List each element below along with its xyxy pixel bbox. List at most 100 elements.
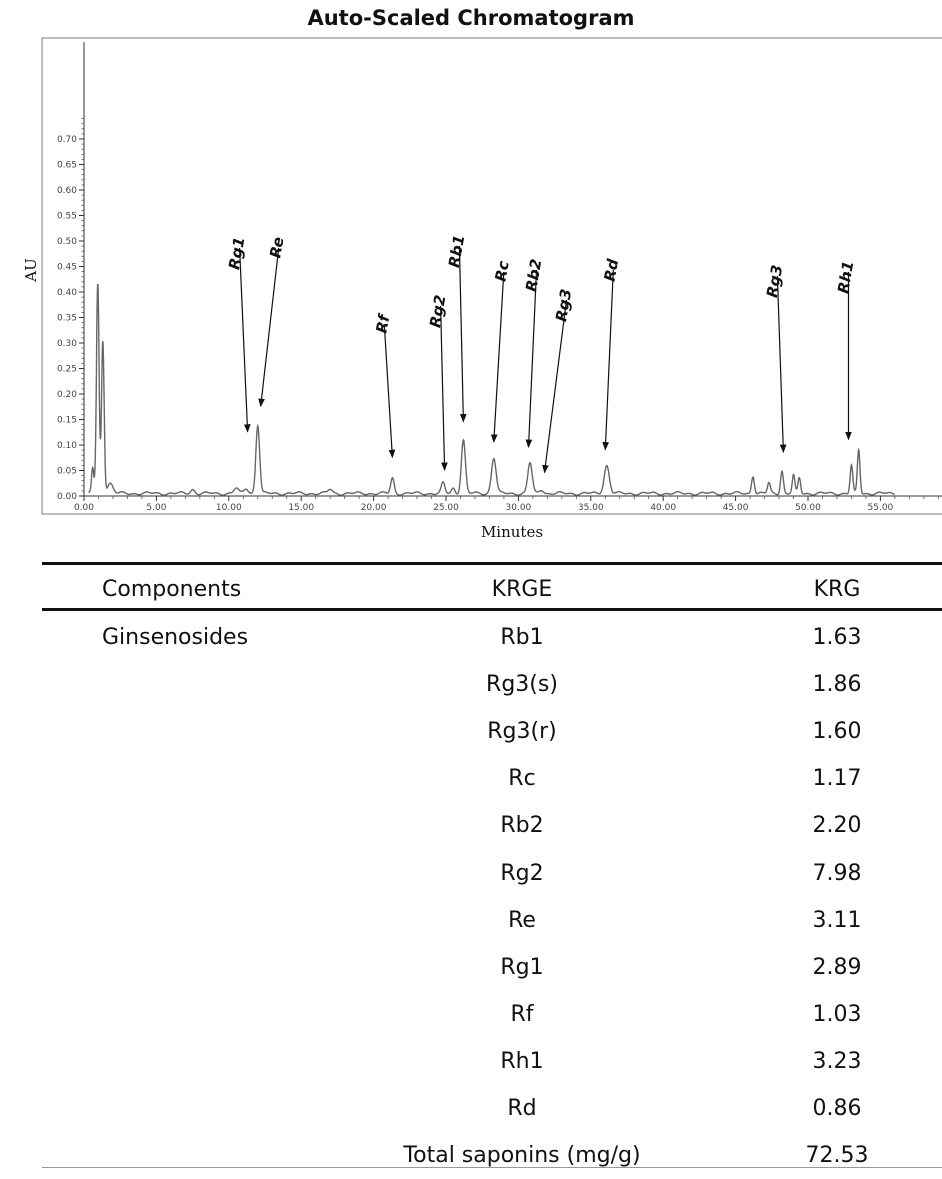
table-cell-krg: 72.53 (805, 1143, 869, 1169)
table-cell-krg: 0.86 (812, 1096, 862, 1121)
y-tick-label: 0.05 (57, 467, 77, 477)
peak-label: Rg1 (225, 236, 248, 271)
peak-arrow (440, 305, 448, 471)
chromatogram-chart: 0.00 0.05 0.10 0.15 0.20 0.25 0.30 0.35 0.40 0.45… (22, 37, 942, 541)
table-cell-krge: Total saponins (mg/g) (403, 1143, 641, 1169)
x-tick-label: 40.00 (650, 503, 676, 513)
peak-arrow (239, 247, 251, 433)
peak-arrow (383, 325, 396, 459)
peak-label: Rg3 (552, 288, 575, 323)
peak-arrow (490, 271, 505, 443)
x-tick-label: 0.00 (74, 503, 94, 513)
header-krge: KRGE (491, 577, 553, 602)
peak-annotation-re: Re (258, 236, 288, 408)
x-tick-label: 45.00 (723, 503, 749, 513)
peak-label: Rd (601, 257, 623, 282)
x-tick-label: 35.00 (578, 503, 604, 513)
header-components: Components (102, 577, 242, 602)
table-header-rule (42, 608, 942, 611)
peak-arrow (258, 247, 280, 408)
peak-annotation-rb1: Rb1 (445, 234, 468, 423)
y-tick-label: 0.60 (57, 186, 77, 196)
peak-label: Rg3 (763, 264, 786, 299)
chart-title: Auto-Scaled Chromatogram (307, 6, 635, 30)
table-cell-krge: Rg3(s) (486, 672, 558, 698)
table-cell-krg: 2.20 (812, 813, 862, 839)
y-tick-label: 0.10 (57, 441, 77, 451)
y-tick-label: 0.35 (57, 314, 77, 324)
table-cell-krg: 2.89 (812, 954, 862, 980)
peak-label: Rb1 (445, 234, 468, 269)
peak-arrow (458, 245, 467, 423)
peak-annotation-rd: Rd (601, 257, 623, 451)
table-bottom-rule (42, 1167, 942, 1168)
peak-annotations: Rg1 Re Rf Rg2 Rb1 Rc Rb2 Rg3 Rd Rg3 Rh1 (225, 234, 857, 474)
y-tick-label: 0.00 (57, 492, 77, 502)
peak-label: Rf (372, 311, 393, 334)
peak-annotation-rg3: Rg3 (542, 288, 575, 474)
y-tick-label: 0.65 (57, 161, 77, 171)
peak-label: Rg2 (426, 294, 449, 329)
x-tick-label: 10.00 (216, 503, 242, 513)
peak-annotation-rc: Rc (490, 259, 513, 443)
y-tick-label: 0.55 (57, 212, 77, 222)
peak-arrow (542, 299, 568, 474)
table-cell-krge: Rh1 (500, 1048, 544, 1074)
table-cell-krge: Re (508, 907, 536, 933)
peak-label: Rc (491, 259, 512, 282)
table-cell-krg: 1.60 (812, 719, 862, 745)
x-tick-label: 20.00 (361, 503, 387, 513)
peak-annotation-rh1: Rh1 (834, 260, 857, 441)
table-cell-krge: Rb1 (500, 625, 544, 650)
table-cell-krg: 1.86 (812, 672, 862, 698)
y-tick-label: 0.30 (57, 339, 77, 349)
table-cell-krge: Rb2 (500, 813, 544, 839)
chromatogram-trace (88, 284, 895, 496)
x-tick-label: 25.00 (433, 503, 459, 513)
table-cell-krge: Rf (510, 1001, 534, 1027)
x-tick-label: 55.00 (868, 503, 894, 513)
x-tick-label: 5.00 (146, 503, 166, 513)
table-cell-krge: Rg3(r) (487, 719, 557, 745)
peak-annotation-rf: Rf (372, 311, 396, 459)
y-tick-label: 0.15 (57, 416, 77, 426)
peak-arrow (525, 269, 538, 448)
y-tick-label: 0.45 (57, 263, 77, 273)
peak-arrow (776, 275, 787, 454)
table-cell-krg: 3.23 (812, 1048, 862, 1074)
peak-label: Re (266, 236, 287, 260)
x-tick-label: 30.00 (506, 503, 532, 513)
table-cell-krge: Rg2 (500, 860, 544, 886)
peak-arrow (602, 269, 614, 451)
x-tick-label: 15.00 (288, 503, 314, 513)
peak-label: Rh1 (834, 260, 857, 295)
table-cell-krge: Rd (507, 1096, 537, 1121)
peak-annotation-rg2: Rg2 (426, 294, 450, 471)
table-cell-krg: 7.98 (812, 860, 862, 886)
header-krg: KRG (813, 577, 861, 602)
plot-area-frame (41, 37, 942, 515)
y-axis-label: AU (22, 258, 40, 282)
table-cell-krge: Rg1 (500, 954, 544, 980)
peak-annotation-rb2: Rb2 (522, 258, 545, 448)
table-cell-krg: 1.63 (812, 625, 862, 650)
table-cell-krg: 1.17 (812, 766, 862, 792)
y-tick-label: 0.25 (57, 365, 77, 375)
peak-annotation-rg3: Rg3 (763, 264, 787, 454)
y-tick-label: 0.70 (57, 135, 77, 145)
y-tick-label: 0.20 (57, 390, 77, 400)
y-axis-ticks: 0.00 0.05 0.10 0.15 0.20 0.25 0.30 0.35 0.40 0.45… (57, 118, 84, 502)
y-tick-label: 0.50 (57, 237, 77, 247)
x-axis-ticks: 0.00 5.00 10.00 15.00 20.00 25.00 30.00 35.00 40… (74, 496, 939, 513)
table-cell-krg: 1.03 (812, 1001, 862, 1027)
table-cell-krge: Rc (508, 766, 536, 792)
x-tick-label: 50.00 (795, 503, 821, 513)
y-tick-label: 0.40 (57, 288, 77, 298)
group-label-ginsenosides: Ginsenosides (102, 625, 249, 650)
table-cell-krg: 3.11 (812, 907, 862, 933)
peak-label: Rb2 (522, 258, 545, 293)
table-top-rule (42, 562, 942, 565)
peak-annotation-rg1: Rg1 (225, 236, 251, 433)
x-axis-label: Minutes (481, 523, 543, 541)
